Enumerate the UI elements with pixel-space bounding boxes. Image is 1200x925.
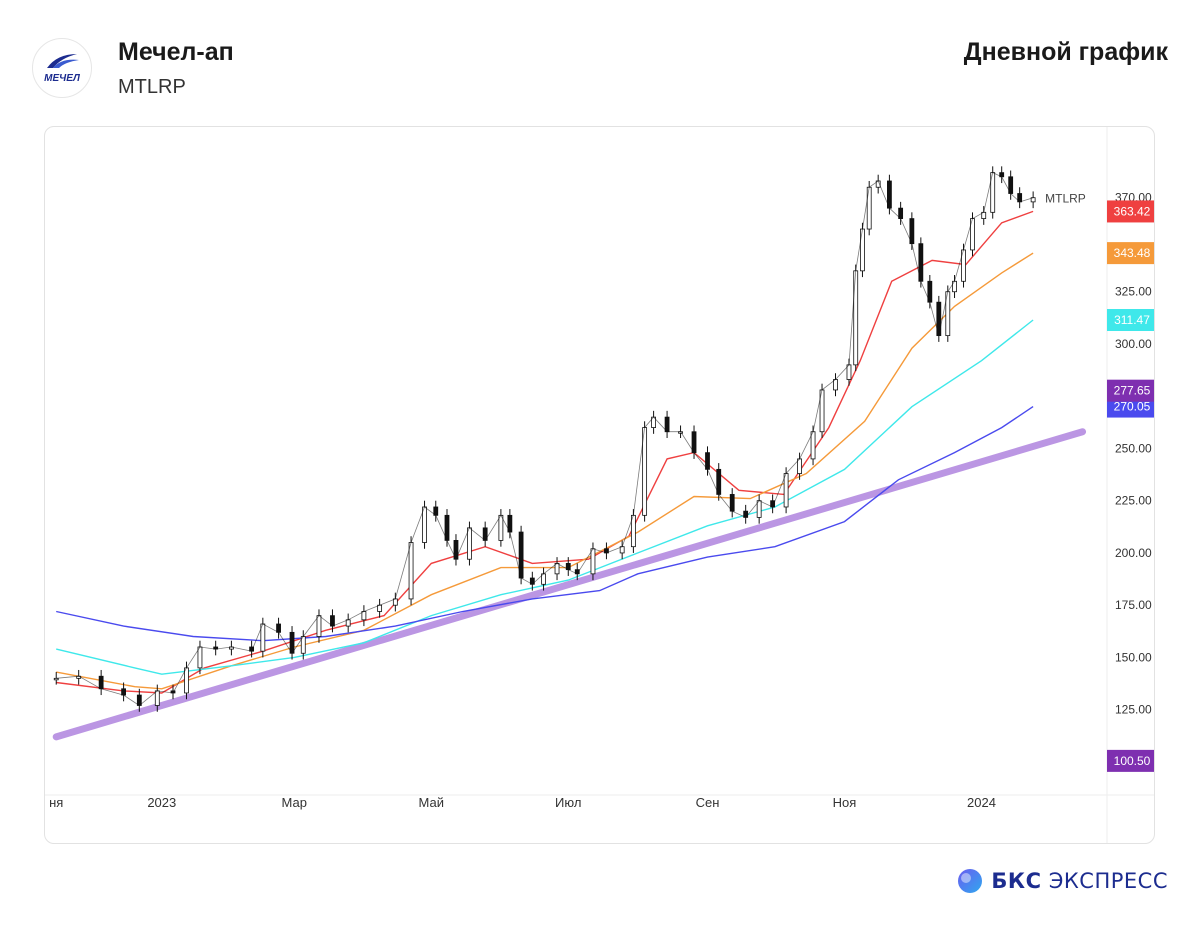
mechel-logo-icon: МЕЧЕЛ	[44, 54, 81, 84]
ma-value-tag-3-text: 311.47	[1114, 313, 1150, 327]
candle-body	[316, 615, 322, 637]
ma-value-tag-1-bg	[1107, 200, 1154, 223]
stock-name: Мечел-ап	[118, 38, 234, 66]
y-tick-label: 325.00	[1115, 285, 1152, 299]
candle-body	[184, 667, 189, 694]
y-tick-label: 225.00	[1115, 494, 1152, 508]
price-chart: MTLRP 125.00 150.00 175.00 200.00 225.00 250.0…	[45, 127, 1154, 843]
price-line	[56, 172, 1034, 706]
candle-body	[98, 675, 104, 690]
y-tick-label: 300.00	[1115, 337, 1152, 351]
x-tick-label: ня	[49, 795, 63, 810]
ma-value-tag-1-text: 363.42	[1114, 204, 1151, 218]
ma-value-tag-4-text: 270.05	[1114, 400, 1151, 414]
candle-body	[154, 690, 160, 706]
y-tick-label: 200.00	[1115, 546, 1152, 560]
chart-card: MTLRP 125.00 150.00 175.00 200.00 225.00 250.0…	[44, 126, 1155, 844]
brand-name: БКС ЭКСПРЕСС	[991, 869, 1168, 893]
candle-body	[197, 646, 203, 669]
candle-body	[860, 228, 865, 272]
stock-ticker: MTLRP	[118, 76, 186, 98]
candle-body	[361, 611, 367, 621]
ma-line-4	[56, 406, 1034, 642]
level-tag-2-text: 100.50	[1114, 754, 1151, 768]
x-tick-label: Май	[419, 795, 444, 810]
candle-body	[729, 494, 735, 512]
ma-line-2	[56, 252, 1034, 690]
ma-value-tag-2-bg	[1107, 242, 1154, 265]
x-tick-label: Июл	[555, 795, 581, 810]
candle-body	[121, 688, 127, 696]
candle-body	[1030, 197, 1036, 203]
support-trendline	[52, 428, 1087, 741]
company-logo: МЕЧЕЛ	[32, 38, 92, 98]
ma-line-1	[56, 210, 1034, 694]
logo-wordmark: МЕЧЕЛ	[44, 73, 81, 84]
y-tick-label: 250.00	[1115, 441, 1152, 455]
level-tag-2-bg	[1107, 749, 1154, 772]
brand-footer: БКС ЭКСПРЕСС	[957, 868, 1168, 894]
x-tick-label: 2023	[147, 795, 176, 810]
level-tag-1-text: 277.65	[1114, 384, 1151, 398]
candle-body	[810, 431, 816, 460]
ma-line-3	[56, 319, 1034, 675]
candle-body	[783, 473, 789, 508]
candle-body	[498, 514, 504, 541]
bks-logo-icon	[958, 869, 983, 893]
brand-name-bold: БКС	[991, 869, 1042, 893]
candle-body	[691, 431, 697, 454]
brand-name-light: ЭКСПРЕСС	[1048, 869, 1168, 893]
x-tick-label: Ноя	[833, 795, 857, 810]
candle-body	[276, 623, 281, 633]
y-tick-label: 150.00	[1115, 650, 1152, 664]
x-tick-label: Мар	[282, 795, 307, 810]
candle-body	[289, 631, 295, 654]
price-series-label: MTLRP	[1045, 192, 1086, 206]
candle-body	[467, 527, 472, 560]
ma-value-tag-3-bg	[1107, 309, 1154, 332]
y-tick-label: 175.00	[1115, 598, 1152, 612]
y-tick-label: 125.00	[1115, 703, 1152, 717]
level-tag-1-bg	[1107, 379, 1154, 402]
candle-body	[756, 500, 762, 518]
x-tick-label: Сен	[696, 795, 720, 810]
candle-body	[664, 416, 670, 433]
candle-body	[590, 548, 596, 575]
x-tick-label: 2024	[967, 795, 996, 810]
chart-type-label: Дневной график	[963, 38, 1168, 66]
candle-body	[422, 506, 427, 543]
ma-value-tag-2-text: 343.48	[1114, 246, 1151, 260]
candle-body	[705, 452, 710, 470]
candle-body	[797, 458, 802, 474]
candle-body	[408, 542, 414, 600]
candle-body	[846, 364, 852, 380]
